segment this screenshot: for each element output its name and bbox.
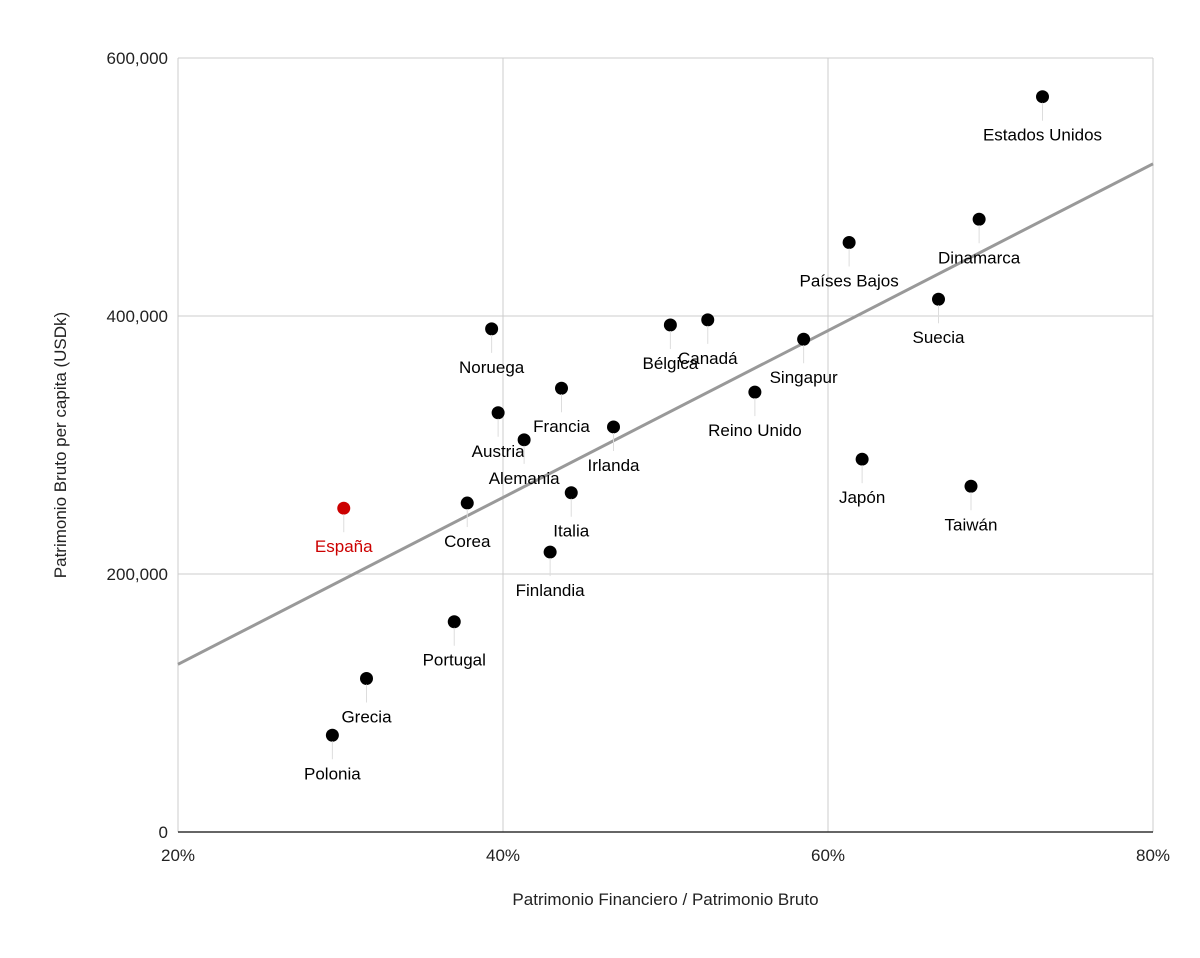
point-labels: Estados Unidos Dinamarca Países Bajos Sueci… [304,102,1102,783]
point-label: Canadá [678,349,738,368]
y-tick-label: 600,000 [107,49,168,68]
data-point [555,381,568,395]
point-label: Alemania [489,469,560,488]
trendline [177,162,1154,666]
point-label: Suecia [913,328,966,347]
point-label: España [315,537,373,556]
y-axis-title: Patrimonio Bruto per capita (USDk) [51,312,70,578]
data-point [460,496,474,510]
point-label: Finlandia [516,581,586,600]
data-point [932,292,945,306]
point-label: Estados Unidos [983,126,1102,145]
point-label: Japón [839,488,885,507]
point-label: Francia [533,417,590,436]
point-label: Polonia [304,764,361,783]
data-point [564,486,578,500]
data-point [491,406,505,420]
point-label: Austria [472,442,525,461]
data-point [337,501,351,515]
data-point [748,385,762,399]
data-point [607,420,620,434]
point-label: Italia [553,522,589,541]
point-label: Noruega [459,358,525,377]
x-tick-labels: 20% 40% 60% 80% [161,846,1170,865]
x-tick-label: 60% [811,846,845,865]
y-tick-label: 200,000 [107,565,168,584]
point-label: Bélgica [642,354,698,373]
data-point [543,545,557,559]
point-label: Taiwán [945,515,998,534]
data-point [701,313,715,327]
y-tick-labels: 0 200,000 400,000 600,000 [107,49,168,842]
data-point [842,235,856,249]
data-point [360,671,373,685]
data-point [325,728,339,742]
point-label: Países Bajos [800,271,899,290]
data-point [1036,90,1049,104]
point-label: Portugal [423,651,486,670]
point-label: Singapur [770,368,838,387]
data-point [447,615,461,629]
data-point [797,332,811,346]
y-tick-label: 0 [159,823,168,842]
x-tick-label: 80% [1136,846,1170,865]
trendline-group [177,162,1154,666]
x-tick-label: 20% [161,846,195,865]
y-tick-label: 400,000 [107,307,168,326]
data-point [485,322,499,336]
data-point [663,318,677,332]
data-point [855,452,869,466]
gridlines [177,57,1154,832]
point-label: Dinamarca [938,248,1021,267]
data-point [964,479,978,493]
data-point [972,212,986,226]
x-axis-title: Patrimonio Financiero / Patrimonio Bruto [512,890,818,909]
point-label: Grecia [341,707,392,726]
point-label: Irlanda [588,456,641,475]
point-label: Reino Unido [708,421,802,440]
point-label: Corea [444,532,491,551]
data-points [325,90,1049,742]
data-point [517,433,531,447]
x-tick-label: 40% [486,846,520,865]
